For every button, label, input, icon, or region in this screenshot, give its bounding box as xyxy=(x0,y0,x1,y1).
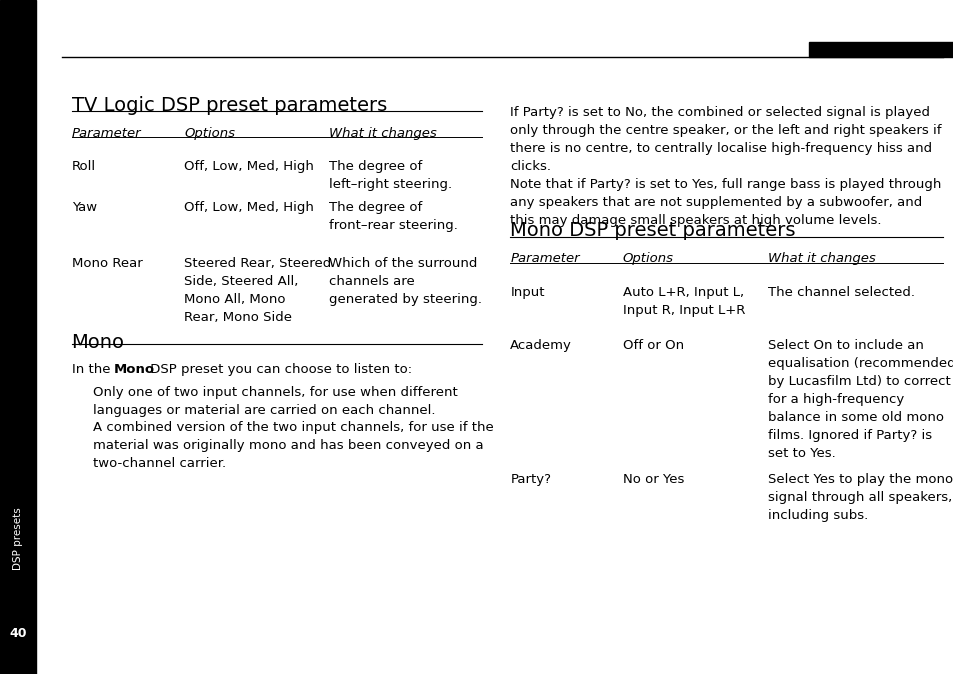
Text: Mono: Mono xyxy=(71,333,125,352)
Text: Mono Rear: Mono Rear xyxy=(71,257,142,270)
Text: DSP presets: DSP presets xyxy=(13,507,23,570)
Text: Off, Low, Med, High: Off, Low, Med, High xyxy=(184,201,314,214)
Text: No or Yes: No or Yes xyxy=(622,473,683,486)
Text: Mono DSP preset parameters: Mono DSP preset parameters xyxy=(510,221,795,240)
Text: What it changes: What it changes xyxy=(767,252,875,265)
Text: Auto L+R, Input L,
Input R, Input L+R: Auto L+R, Input L, Input R, Input L+R xyxy=(622,286,744,317)
Text: Options: Options xyxy=(622,252,673,265)
Text: Academy: Academy xyxy=(510,339,572,352)
Text: If Party? is set to No, the combined or selected signal is played
only through t: If Party? is set to No, the combined or … xyxy=(510,106,941,173)
Text: Yaw: Yaw xyxy=(71,201,96,214)
Text: Select Yes to play the mono
signal through all speakers,
including subs.: Select Yes to play the mono signal throu… xyxy=(767,473,952,522)
Text: In the: In the xyxy=(71,363,114,375)
Text: Input: Input xyxy=(510,286,544,299)
Text: DSP preset you can choose to listen to:: DSP preset you can choose to listen to: xyxy=(146,363,412,375)
Text: Roll: Roll xyxy=(71,160,95,173)
Text: The degree of
left–right steering.: The degree of left–right steering. xyxy=(329,160,452,191)
Bar xyxy=(808,42,953,57)
Text: Off or On: Off or On xyxy=(622,339,683,352)
Text: The degree of
front–rear steering.: The degree of front–rear steering. xyxy=(329,201,457,232)
Bar xyxy=(0,0,36,674)
Text: What it changes: What it changes xyxy=(329,127,436,140)
Text: Select On to include an
equalisation (recommended
by Lucasfilm Ltd) to correct
f: Select On to include an equalisation (re… xyxy=(767,339,953,460)
Text: Note that if Party? is set to Yes, full range bass is played through
any speaker: Note that if Party? is set to Yes, full … xyxy=(510,178,941,227)
Text: Only one of two input channels, for use when different
languages or material are: Only one of two input channels, for use … xyxy=(92,386,456,417)
Text: Steered Rear, Steered
Side, Steered All,
Mono All, Mono
Rear, Mono Side: Steered Rear, Steered Side, Steered All,… xyxy=(184,257,331,324)
Text: The channel selected.: The channel selected. xyxy=(767,286,914,299)
Text: Parameter: Parameter xyxy=(71,127,141,140)
Text: Mono: Mono xyxy=(113,363,154,375)
Text: Parameter: Parameter xyxy=(510,252,579,265)
Text: Party?: Party? xyxy=(510,473,551,486)
Text: TV Logic DSP preset parameters: TV Logic DSP preset parameters xyxy=(71,96,386,115)
Text: Off, Low, Med, High: Off, Low, Med, High xyxy=(184,160,314,173)
Text: A combined version of the two input channels, for use if the
material was origin: A combined version of the two input chan… xyxy=(92,421,493,470)
Text: 40: 40 xyxy=(10,627,27,640)
Text: Options: Options xyxy=(184,127,234,140)
Text: Which of the surround
channels are
generated by steering.: Which of the surround channels are gener… xyxy=(329,257,481,307)
